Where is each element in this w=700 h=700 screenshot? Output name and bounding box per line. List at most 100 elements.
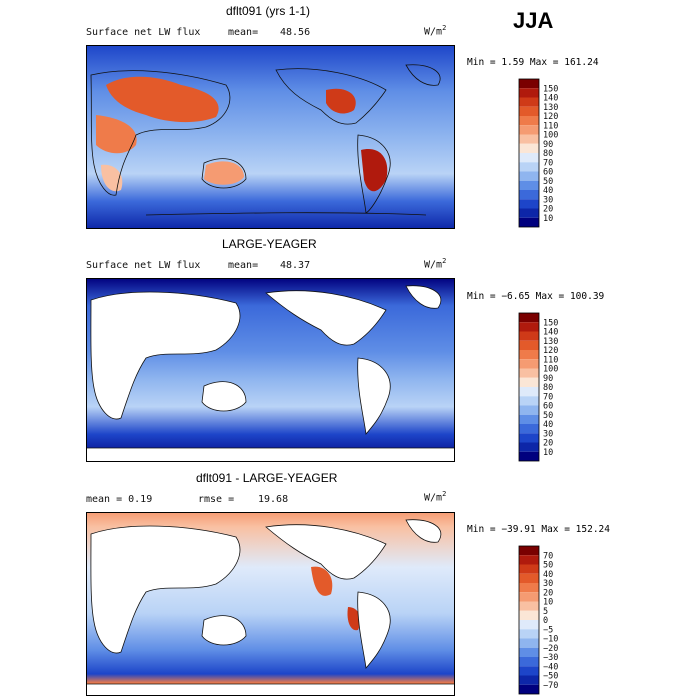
colorbar-swatch [519,620,539,630]
colorbar-tick-label: 40 [543,570,553,580]
colorbar-swatch [519,647,539,657]
panel-1-coastlines [90,64,441,216]
colorbar-tick-label: 30 [543,579,553,589]
panel-1-mean-value: 48.56 [280,27,311,38]
colorbar-tick-label: 150 [543,84,558,94]
panel-3-mean-stat: mean = 0.19 [86,494,153,505]
colorbar-swatch [519,387,539,397]
panel-1-units: W/m2 [424,24,447,38]
panel-1-title: dflt091 (yrs 1-1) [226,4,311,18]
colorbar-swatch [519,573,539,583]
colorbar-swatch [519,331,539,341]
panel-3-rmse-label: rmse = [198,494,235,505]
colorbar-tick-label: −50 [543,672,558,682]
colorbar-tick-label: 70 [543,158,553,168]
colorbar-swatch [519,555,539,565]
colorbar-swatch [519,208,539,218]
panel-1-africa-south [101,164,123,192]
colorbar-swatch [519,162,539,172]
panel-1-field-label: Surface net LW flux [86,27,201,38]
colorbar-tick-label: 60 [543,402,553,412]
colorbar-swatch [519,583,539,593]
colorbar-tick-label: 10 [543,214,553,224]
panel-1-mean-label: mean= [228,27,259,38]
colorbar-swatch [519,424,539,434]
panel-3-land-mask [86,519,455,696]
colorbar-tick-label: 110 [543,121,558,131]
colorbar-swatch [519,153,539,163]
colorbar-tick-label: −30 [543,653,558,663]
colorbar-swatch [519,97,539,107]
season-label: JJA [513,8,554,33]
colorbar-tick-label: 100 [543,365,558,375]
colorbar-swatch [519,592,539,602]
colorbar-swatch [519,657,539,667]
panel-1-asia-warm [106,76,219,123]
colorbar-tick-label: 80 [543,383,553,393]
colorbar-tick-label: −70 [543,681,558,691]
colorbar-tick-label: 60 [543,168,553,178]
colorbar-tick-label: 100 [543,131,558,141]
colorbar-swatch [519,171,539,181]
colorbar-tick-label: 90 [543,140,553,150]
panel-1-minmax: Min = 1.59 Max = 161.24 [467,57,599,68]
panel-1-australia-warm [204,161,244,185]
colorbar-swatch [519,125,539,135]
panel-1-sahara-warm [96,115,137,154]
colorbar-swatch [519,313,539,323]
colorbar-swatch [519,88,539,98]
colorbar-tick-label: 10 [543,448,553,458]
colorbar-tick-label: −10 [543,635,558,645]
panel-3-title: dflt091 - LARGE-YEAGER [196,471,338,485]
colorbar-tick-label: −5 [543,625,553,635]
colorbar-tick-label: 120 [543,346,558,356]
colorbar-tick-label: 120 [543,112,558,122]
colorbar-tick-label: 50 [543,561,553,571]
colorbar-swatch [519,546,539,556]
colorbar-tick-label: 150 [543,318,558,328]
colorbar-swatch [519,433,539,443]
colorbar-swatch [519,442,539,452]
panel-3-rmse-value: 19.68 [258,494,289,505]
colorbar-swatch [519,134,539,144]
colorbar-swatch [519,666,539,676]
colorbar-tick-label: 70 [543,551,553,561]
colorbar-tick-label: −20 [543,644,558,654]
colorbar-swatch [519,322,539,332]
panel-2-mean-label: mean= [228,260,259,271]
colorbar-swatch [519,601,539,611]
colorbar-tick-label: 90 [543,374,553,384]
colorbar-tick-label: 50 [543,411,553,421]
colorbar-tick-label: 130 [543,103,558,113]
colorbar-swatch [519,368,539,378]
panel-2-land-mask [86,285,455,462]
colorbar-tick-label: 50 [543,177,553,187]
colorbar-swatch [519,190,539,200]
colorbar-tick-label: 30 [543,195,553,205]
panel-2-title: LARGE-YEAGER [222,237,317,251]
colorbar-swatch [519,564,539,574]
colorbar-tick-label: −40 [543,662,558,672]
colorbar-tick-label: 20 [543,439,553,449]
colorbar-tick-label: 80 [543,149,553,159]
colorbar-swatch [519,116,539,126]
colorbar-swatch [519,79,539,89]
panel-1-namerica-warm [326,88,356,114]
colorbar-swatch [519,610,539,620]
colorbar-tick-label: 5 [543,607,548,617]
panel-1-samerica-warm [361,149,388,192]
panel-3-eastpacific-warm [311,566,333,596]
colorbar-swatch [519,675,539,685]
colorbar-swatch [519,340,539,350]
panel-1-map [86,45,455,229]
colorbar-tick-label: 40 [543,186,553,196]
colorbar-tick-label: 130 [543,337,558,347]
panel-2-minmax: Min = −6.65 Max = 100.39 [467,291,605,302]
colorbar-border [518,78,540,228]
colorbar-tick-label: 110 [543,355,558,365]
colorbar-tick-label: 0 [543,616,548,626]
colorbar-tick-label: 70 [543,392,553,402]
colorbar-swatch [519,684,539,694]
panel-3-map [86,512,455,696]
